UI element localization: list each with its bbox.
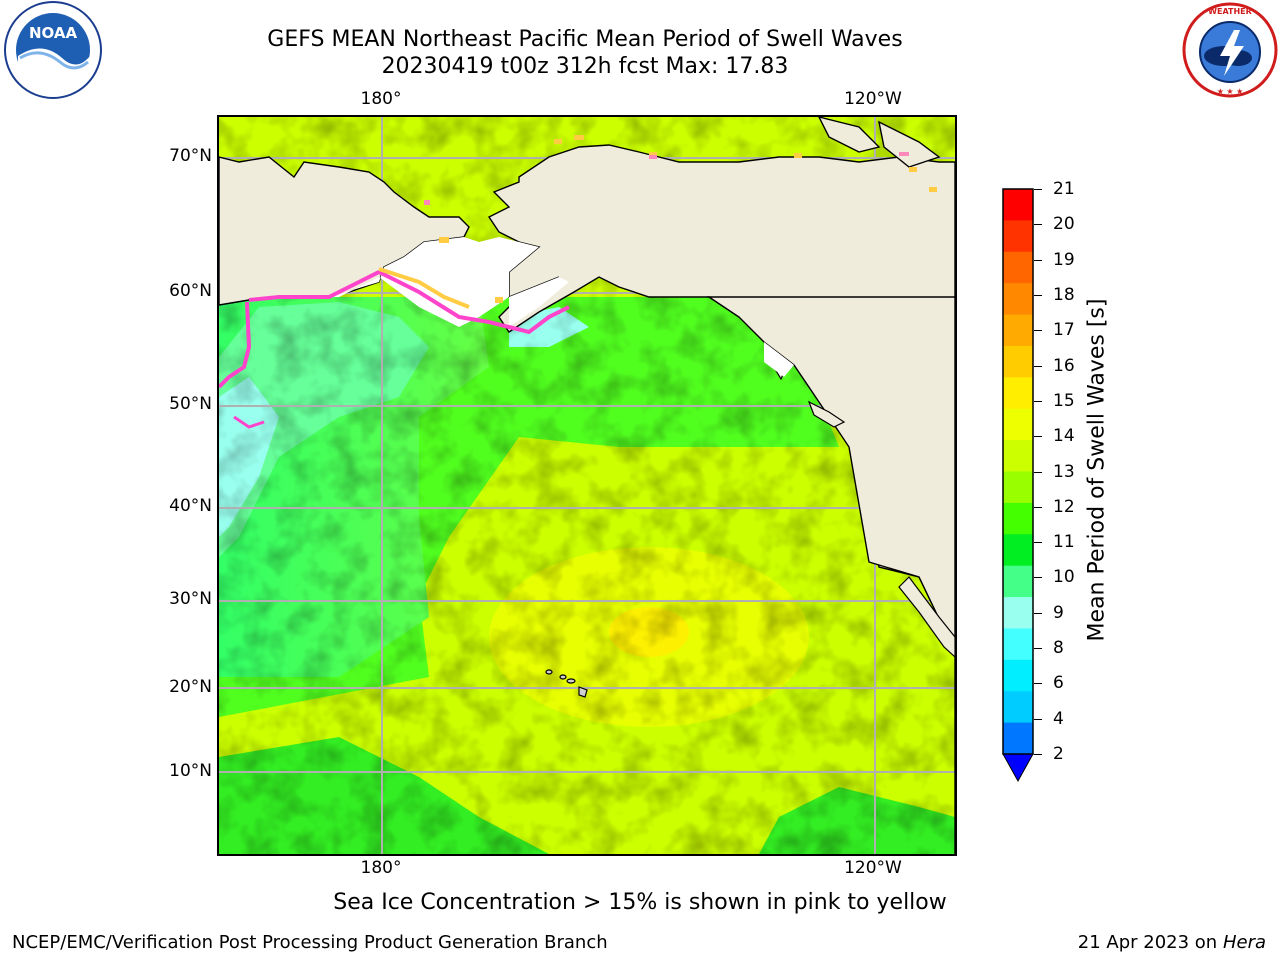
colorbar-tick-label: 2 bbox=[1053, 744, 1064, 764]
arctic-island-2 bbox=[878, 120, 941, 168]
colorbar-tick-mark bbox=[1034, 683, 1042, 685]
colorbar-tick-label: 20 bbox=[1053, 214, 1075, 235]
se-alaska-white bbox=[764, 342, 794, 377]
colorbar-segment bbox=[1003, 471, 1033, 504]
colorbar-segment bbox=[1003, 628, 1033, 661]
colorbar-tick-mark bbox=[1034, 224, 1042, 226]
colorbar-label: Mean Period of Swell Waves [s] bbox=[1084, 298, 1110, 642]
colorbar-outline bbox=[1002, 188, 1034, 755]
lat-label-50n: 50°N bbox=[169, 394, 212, 414]
nws-logo: WEATHER ★ ★ ★ bbox=[1180, 0, 1280, 104]
colorbar-tick-label: 21 bbox=[1053, 179, 1075, 199]
colorbar-tick-label: 4 bbox=[1053, 708, 1064, 729]
lat-label-60n: 60°N bbox=[169, 281, 212, 301]
svg-text:★ ★ ★: ★ ★ ★ bbox=[1217, 87, 1244, 96]
lat-label-30n: 30°N bbox=[169, 589, 212, 609]
colorbar-segment bbox=[1003, 220, 1033, 253]
hawaii-islands bbox=[545, 669, 588, 698]
colorbar-under-arrow bbox=[1002, 753, 1034, 783]
chart-subtitle: 20230419 t00z 312h fcst Max: 17.83 bbox=[381, 54, 789, 79]
arctic-ice-pink-dots bbox=[424, 152, 909, 205]
cook-inlet-white bbox=[509, 277, 569, 327]
footer-date: 21 Apr 2023 on Hera bbox=[1078, 932, 1266, 953]
lon-label-bottom-180: 180° bbox=[360, 858, 402, 878]
lat-label-20n: 20°N bbox=[169, 677, 212, 697]
svg-text:WEATHER: WEATHER bbox=[1208, 7, 1252, 16]
colorbar-tick-label: 9 bbox=[1053, 602, 1064, 623]
ice-edge-yellow bbox=[378, 267, 470, 309]
sea-ice-note: Sea Ice Concentration > 15% is shown in … bbox=[333, 890, 947, 915]
colorbar-tick-mark bbox=[1034, 259, 1042, 261]
colorbar-segment bbox=[1003, 534, 1033, 567]
colorbar-tick-mark bbox=[1034, 294, 1042, 296]
colorbar-segment bbox=[1003, 565, 1033, 598]
colorbar-segment bbox=[1003, 345, 1033, 378]
chart-title: GEFS MEAN Northeast Pacific Mean Period … bbox=[267, 27, 903, 52]
colorbar-segment bbox=[1003, 408, 1033, 441]
colorbar-tick-label: 17 bbox=[1053, 320, 1075, 341]
colorbar-tick-label: 15 bbox=[1053, 390, 1075, 411]
lon-label-top-120w: 120°W bbox=[844, 89, 902, 109]
colorbar-segment bbox=[1003, 722, 1033, 755]
colorbar-segment bbox=[1003, 189, 1033, 221]
colorbar-tick-mark bbox=[1034, 577, 1042, 579]
colorbar-tick-mark bbox=[1034, 718, 1042, 720]
colorbar-tick-label: 11 bbox=[1053, 532, 1075, 553]
colorbar-segment bbox=[1003, 440, 1033, 472]
arctic-ice-dots bbox=[439, 135, 937, 303]
colorbar-tick-mark bbox=[1034, 542, 1042, 544]
colorbar-tick-label: 14 bbox=[1053, 426, 1075, 447]
colorbar-tick-mark bbox=[1034, 506, 1042, 508]
arctic-island-1 bbox=[818, 117, 881, 153]
vancouver-island bbox=[807, 400, 846, 428]
colorbar-segment bbox=[1003, 314, 1033, 347]
map-panel bbox=[217, 115, 957, 856]
colorbar-tick-label: 13 bbox=[1053, 461, 1075, 482]
baja-california bbox=[898, 576, 955, 658]
colorbar-segment bbox=[1003, 597, 1033, 629]
swell-period-map bbox=[219, 117, 955, 854]
colorbar-tick-label: 16 bbox=[1053, 355, 1075, 376]
ice-edge-kamchatka bbox=[233, 415, 265, 429]
footer-branch: NCEP/EMC/Verification Post Processing Pr… bbox=[12, 932, 608, 953]
footer-machine: Hera bbox=[1222, 932, 1266, 953]
colorbar-tick-label: 8 bbox=[1053, 638, 1064, 659]
colorbar-tick-mark bbox=[1034, 400, 1042, 402]
colorbar-tick-mark bbox=[1034, 189, 1042, 190]
colorbar bbox=[1002, 188, 1034, 783]
colorbar-tick-label: 6 bbox=[1053, 673, 1064, 694]
colorbar-segment bbox=[1003, 377, 1033, 410]
lat-label-40n: 40°N bbox=[169, 496, 212, 516]
colorbar-tick-mark bbox=[1034, 754, 1042, 755]
colorbar-tick-mark bbox=[1034, 330, 1042, 332]
colorbar-tick-mark bbox=[1034, 648, 1042, 650]
colorbar-tick-label: 19 bbox=[1053, 249, 1075, 270]
colorbar-tick-mark bbox=[1034, 471, 1042, 473]
bering-white bbox=[329, 237, 539, 327]
lat-label-70n: 70°N bbox=[169, 146, 212, 166]
colorbar-tick-mark bbox=[1034, 436, 1042, 438]
colorbar-tick-mark bbox=[1034, 612, 1042, 614]
noaa-logo: NOAA bbox=[2, 0, 104, 104]
colorbar-tick-mark bbox=[1034, 365, 1042, 367]
lat-label-10n: 10°N bbox=[169, 761, 212, 781]
colorbar-segment bbox=[1003, 283, 1033, 316]
colorbar-segment bbox=[1003, 691, 1033, 724]
colorbar-segment bbox=[1003, 502, 1033, 535]
lon-label-top-180: 180° bbox=[360, 89, 402, 109]
north-america-coast bbox=[706, 296, 955, 653]
colorbar-tick-label: 12 bbox=[1053, 496, 1075, 517]
footer-date-text: 21 Apr 2023 on bbox=[1077, 932, 1223, 953]
colorbar-segment bbox=[1003, 251, 1033, 284]
ice-edge-west bbox=[219, 301, 252, 389]
ice-edge-north bbox=[248, 269, 570, 335]
colorbar-tick-label: 18 bbox=[1053, 284, 1075, 305]
noaa-text: NOAA bbox=[29, 24, 78, 42]
lon-label-bottom-120w: 120°W bbox=[844, 858, 902, 878]
colorbar-segment bbox=[1003, 659, 1033, 692]
colorbar-tick-label: 10 bbox=[1053, 567, 1075, 588]
